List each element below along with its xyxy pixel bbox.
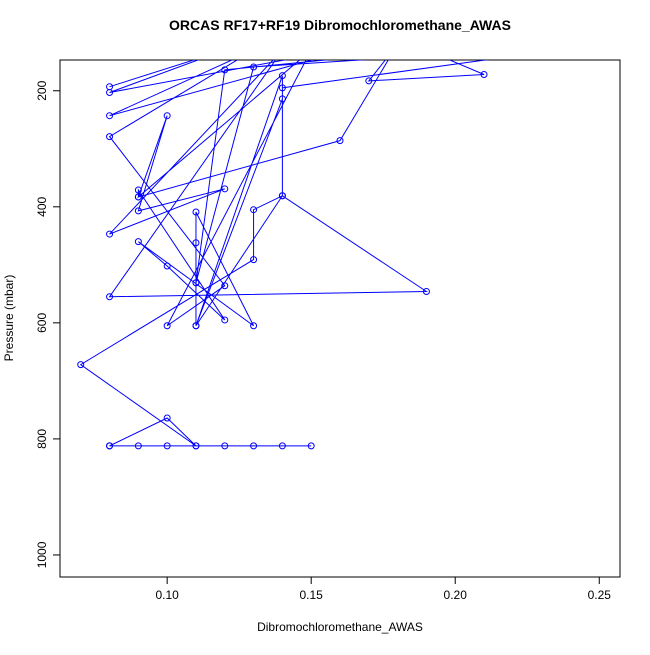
data-point [106, 230, 114, 238]
data-point [221, 185, 229, 193]
data-point [222, 47, 228, 53]
data-line [79, 60, 489, 447]
data-point [308, 47, 314, 53]
data-point [77, 361, 85, 369]
data-point [106, 88, 114, 96]
data-point [134, 238, 142, 246]
data-point [422, 288, 430, 296]
y-tick-label: 600 [35, 313, 49, 333]
data-point [134, 193, 142, 201]
data-point [221, 316, 229, 324]
data-point [278, 84, 286, 92]
data-point [163, 414, 171, 422]
data-point [192, 279, 200, 287]
data-point [192, 239, 200, 247]
data-point [163, 442, 171, 450]
data-point [106, 293, 114, 301]
data-point [278, 192, 286, 200]
data-point [192, 208, 200, 216]
y-tick-label: 1000 [35, 541, 49, 568]
data-point [163, 112, 171, 120]
x-tick-label: 0.10 [155, 588, 179, 602]
data-point [221, 442, 229, 450]
data-point [365, 77, 373, 85]
data-point [336, 137, 344, 145]
y-tick-label: 200 [35, 80, 49, 100]
data-point [192, 322, 200, 330]
data-point [134, 186, 142, 194]
data-point [250, 322, 258, 330]
y-axis-label: Pressure (mbar) [2, 275, 16, 362]
plot-area [77, 41, 602, 450]
x-axis-label: Dibromochloromethane_AWAS [257, 620, 423, 634]
data-point [395, 41, 401, 47]
data-point [106, 442, 114, 450]
y-tick-label: 800 [35, 429, 49, 449]
data-point [278, 442, 286, 450]
data-point [106, 112, 114, 120]
data-point [251, 47, 257, 53]
data-point [596, 41, 602, 47]
data-point [163, 262, 171, 270]
data-point [106, 133, 114, 141]
data-point [366, 41, 372, 47]
x-tick-label: 0.15 [300, 588, 324, 602]
data-point [250, 256, 258, 264]
data-point [307, 442, 315, 450]
y-tick-label: 400 [35, 196, 49, 216]
data-point [221, 282, 229, 290]
data-point [250, 206, 258, 214]
data-point [423, 47, 429, 53]
plot-frame [59, 59, 621, 578]
data-point [134, 207, 142, 215]
chart-title: ORCAS RF17+RF19 Dibromochloromethane_AWA… [169, 17, 511, 33]
data-point [278, 95, 286, 103]
data-point [250, 63, 258, 71]
x-tick-label: 0.20 [444, 588, 468, 602]
x-tick-label: 0.25 [588, 588, 612, 602]
data-point [278, 72, 286, 80]
data-point [250, 442, 258, 450]
data-point [480, 71, 488, 79]
data-point [279, 47, 285, 53]
data-point [221, 66, 229, 74]
data-point [163, 322, 171, 330]
data-point [192, 442, 200, 450]
data-point [134, 442, 142, 450]
